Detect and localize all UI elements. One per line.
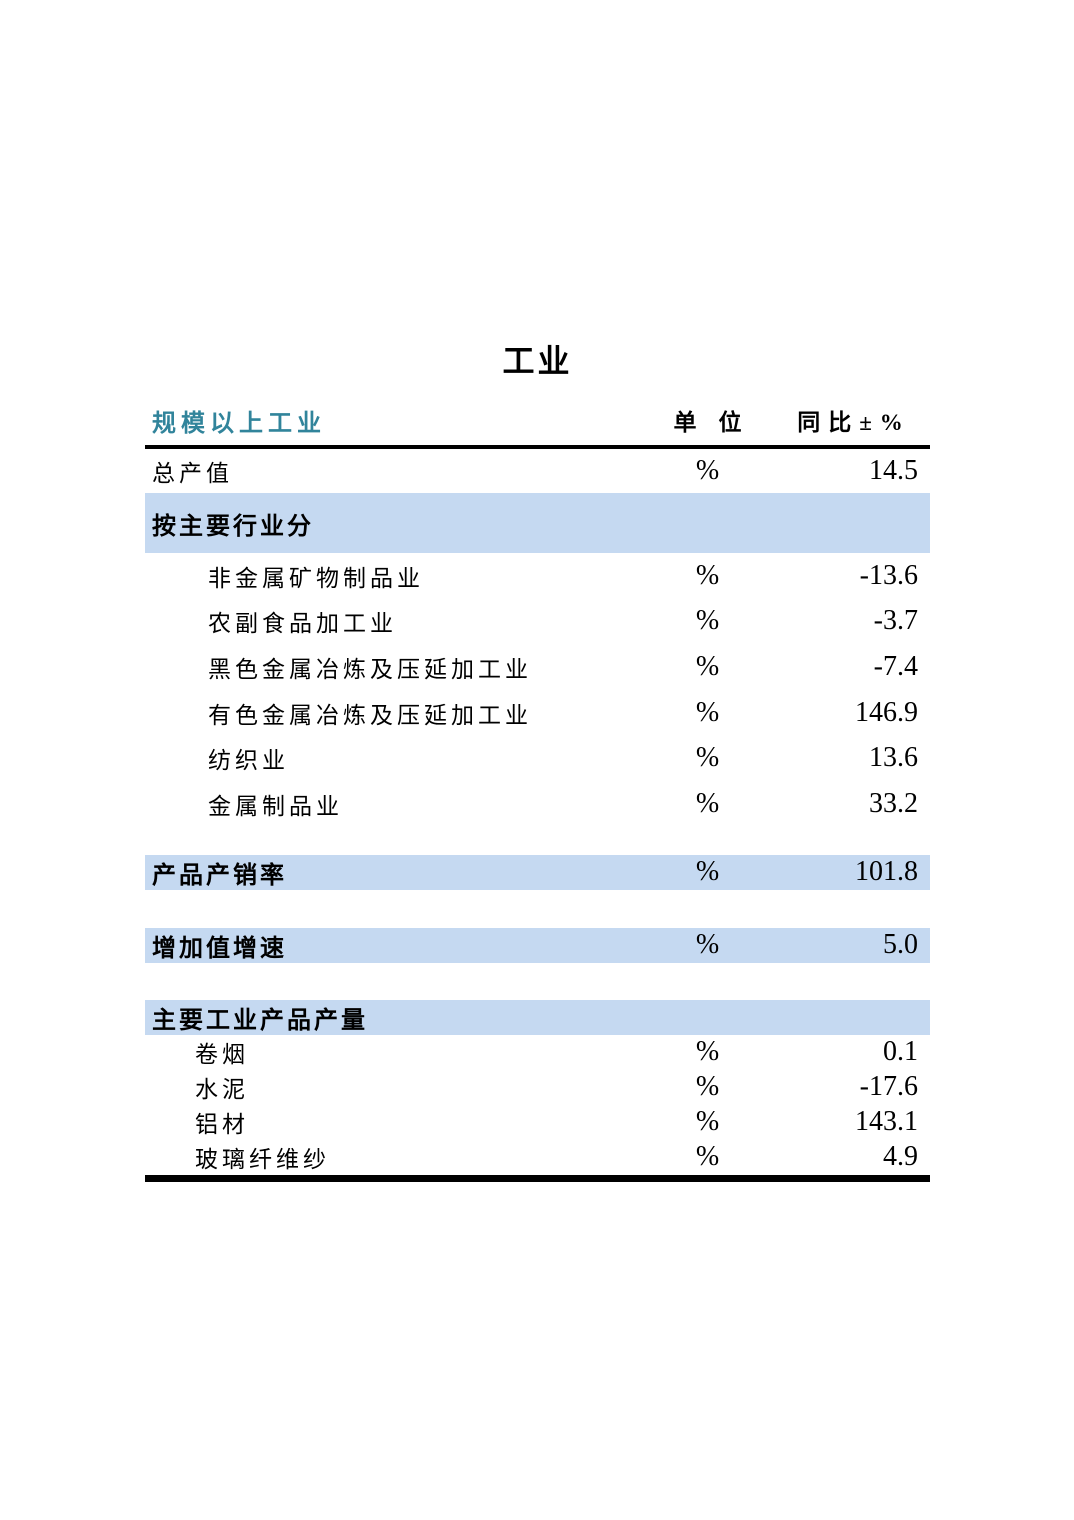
row-value: 33.2	[869, 787, 918, 819]
row-label: 农副食品加工业	[208, 611, 397, 637]
row-value: -13.6	[859, 559, 918, 591]
table-row: 总产值 % 14.5	[145, 449, 930, 493]
row-label: 有色金属冶炼及压延加工业	[208, 702, 532, 728]
table-row: 纺织业 % 13.6	[145, 735, 930, 781]
row-value: -7.4	[873, 650, 918, 682]
row-label: 铝材	[195, 1112, 249, 1138]
row-label: 水泥	[195, 1077, 249, 1103]
row-unit: %	[695, 650, 720, 682]
table-row: 非金属矿物制品业 % -13.6	[145, 553, 930, 599]
row-unit: %	[695, 1141, 720, 1173]
header-group-label: 规模以上工业	[152, 410, 326, 437]
row-value: 0.1	[883, 1036, 918, 1068]
row-label: 金属制品业	[208, 793, 343, 819]
section-header-row: 产品产销率 % 101.8	[145, 854, 930, 890]
section-header-row: 按主要行业分	[145, 493, 930, 553]
table-row: 卷烟 % 0.1	[145, 1035, 930, 1070]
table-row: 农副食品加工业 % -3.7	[145, 599, 930, 645]
page-title: 工业	[502, 343, 573, 379]
row-unit: %	[695, 742, 720, 774]
row-label: 总产值	[152, 461, 233, 486]
row-value: 143.1	[855, 1106, 918, 1138]
spacer-row	[145, 963, 930, 1000]
row-label: 玻璃纤维纱	[195, 1147, 330, 1173]
row-unit: %	[695, 559, 720, 591]
row-unit: %	[695, 1071, 720, 1103]
table-row: 水泥 % -17.6	[145, 1070, 930, 1105]
header-yoy-label: 同比±%	[797, 410, 911, 435]
row-value: 5.0	[883, 929, 918, 961]
row-label: 按主要行业分	[152, 513, 314, 540]
table-row: 黑色金属冶炼及压延加工业 % -7.4	[145, 644, 930, 690]
row-unit: %	[695, 856, 720, 888]
spacer-row	[145, 827, 930, 855]
section-header-row: 主要工业产品产量	[145, 999, 930, 1035]
row-unit: %	[695, 787, 720, 819]
row-value: -17.6	[859, 1071, 918, 1103]
row-value: 146.9	[855, 696, 918, 728]
section-header-row: 增加值增速 % 5.0	[145, 927, 930, 963]
row-unit: %	[695, 696, 720, 728]
row-value: 4.9	[883, 1141, 918, 1173]
table-row: 金属制品业 % 33.2	[145, 781, 930, 827]
table-row: 有色金属冶炼及压延加工业 % 146.9	[145, 690, 930, 736]
table-row: 铝材 % 143.1	[145, 1105, 930, 1140]
row-label	[145, 968, 152, 993]
table-bottom-border	[145, 1174, 930, 1182]
table-row: 玻璃纤维纱 % 4.9	[145, 1140, 930, 1175]
row-label: 黑色金属冶炼及压延加工业	[208, 656, 532, 682]
header-unit-label: 单位	[673, 410, 764, 435]
row-label: 卷烟	[195, 1042, 249, 1068]
spacer-row	[145, 890, 930, 928]
row-value: -3.7	[873, 605, 918, 637]
table-body: 总产值 % 14.5 按主要行业分 非金属矿物制品业 % -13.6 农副食品加…	[145, 449, 930, 1175]
row-value: 14.5	[869, 455, 918, 486]
row-unit: %	[695, 605, 720, 637]
row-label: 非金属矿物制品业	[208, 565, 424, 591]
row-label: 产品产销率	[152, 862, 287, 889]
row-value: 13.6	[869, 742, 918, 774]
row-unit: %	[695, 1106, 720, 1138]
row-value: 101.8	[855, 856, 918, 888]
row-unit: %	[695, 929, 720, 961]
row-unit: %	[695, 455, 720, 486]
row-unit: %	[695, 1036, 720, 1068]
row-label: 纺织业	[208, 748, 289, 774]
row-label: 主要工业产品产量	[152, 1007, 368, 1034]
industry-report-table: 工业 规模以上工业 单位 同比±% 总产值 % 14.5 按主要行业分 非金属矿…	[145, 333, 930, 1182]
row-label: 增加值增速	[152, 935, 287, 962]
row-label	[145, 896, 152, 921]
row-label	[145, 828, 152, 853]
table-header-row: 规模以上工业 单位 同比±%	[145, 395, 930, 449]
